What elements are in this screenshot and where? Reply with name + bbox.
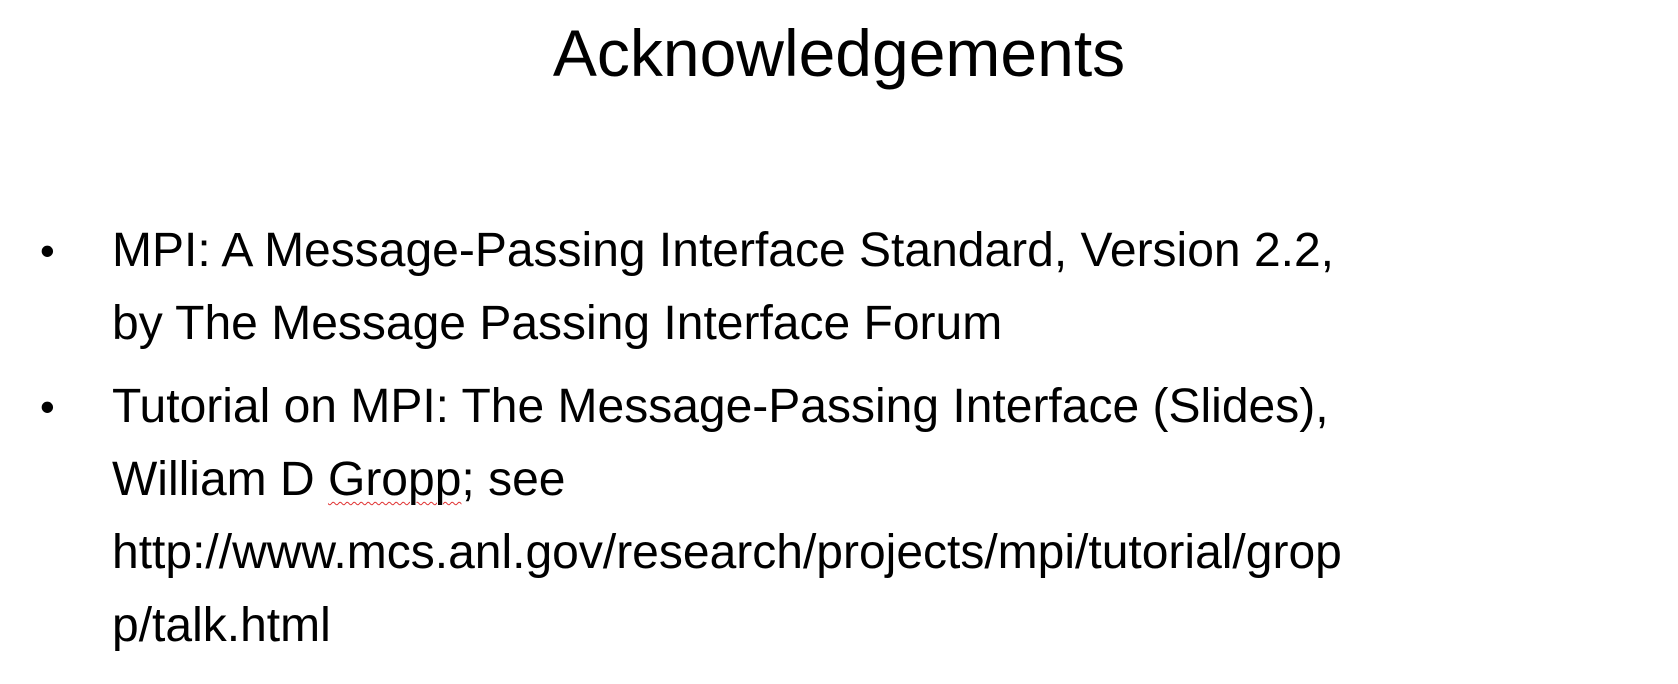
url-text: http://www.mcs.anl.gov/research/projects… <box>112 526 1342 579</box>
spellcheck-flagged-word: Gropp <box>327 453 462 506</box>
author-suffix: ; see <box>461 453 566 506</box>
author-line: William D Gropp; see <box>112 443 1670 516</box>
list-item: • MPI: A Message-Passing Interface Stand… <box>40 214 1670 360</box>
list-item: • Tutorial on MPI: The Message-Passing I… <box>40 370 1670 662</box>
author-prefix: William D <box>112 453 328 506</box>
bullet-list: • MPI: A Message-Passing Interface Stand… <box>40 214 1670 672</box>
slide-title: Acknowledgements <box>552 16 1126 90</box>
bullet-icon: • <box>40 227 55 274</box>
list-item-line: Tutorial on MPI: The Message-Passing Int… <box>112 380 1329 433</box>
bullet-icon: • <box>40 383 55 430</box>
url-text-continued: p/talk.html <box>112 599 331 652</box>
list-item-line: by The Message Passing Interface Forum <box>112 297 1003 350</box>
list-item-line: MPI: A Message-Passing Interface Standar… <box>112 224 1335 277</box>
